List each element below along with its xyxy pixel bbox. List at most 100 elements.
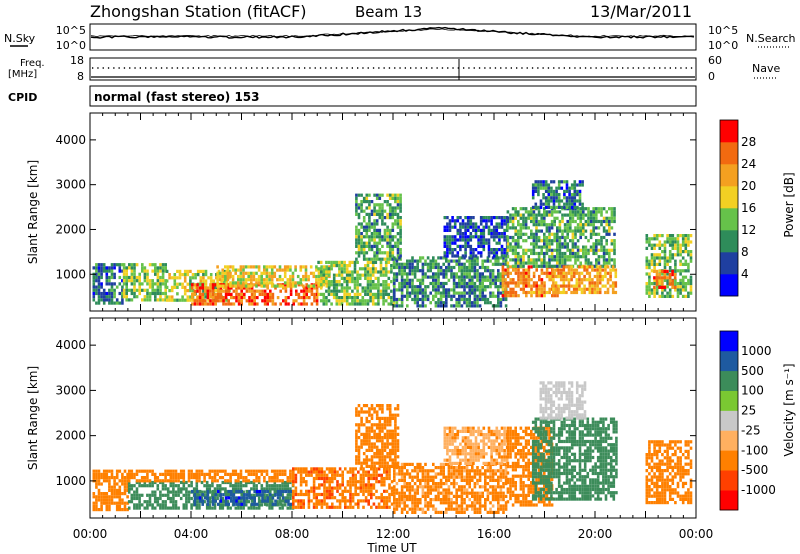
power-cell bbox=[676, 294, 680, 298]
velocity-cell bbox=[172, 472, 175, 476]
velocity-cell bbox=[381, 442, 384, 446]
power-cell bbox=[576, 216, 580, 220]
power-cell bbox=[495, 232, 499, 236]
velocity-cell bbox=[255, 479, 258, 483]
power-cell bbox=[261, 299, 264, 303]
power-cell bbox=[143, 269, 147, 273]
velocity-cell bbox=[187, 469, 191, 473]
power-cell bbox=[605, 261, 608, 265]
power-cell bbox=[540, 216, 543, 220]
velocity-cell bbox=[297, 470, 300, 474]
velocity-cell bbox=[196, 493, 199, 497]
power-cell bbox=[498, 238, 501, 242]
power-cell bbox=[671, 240, 675, 244]
power-cell bbox=[394, 222, 397, 226]
power-cell bbox=[514, 239, 517, 243]
velocity-cell bbox=[349, 470, 352, 474]
power-cell bbox=[495, 254, 499, 258]
velocity-cell bbox=[127, 506, 131, 510]
power-cell bbox=[459, 216, 462, 220]
power-cell bbox=[355, 238, 358, 242]
power-cell bbox=[648, 294, 651, 298]
power-cell bbox=[278, 265, 282, 269]
power-cell bbox=[282, 286, 285, 290]
velocity-cell bbox=[97, 495, 101, 499]
power-cell bbox=[497, 278, 500, 282]
velocity-cell bbox=[354, 476, 357, 481]
power-cell bbox=[159, 275, 162, 280]
power-cell bbox=[391, 209, 395, 213]
power-cell bbox=[366, 286, 370, 290]
power-cell bbox=[245, 289, 249, 293]
power-cell bbox=[574, 235, 577, 240]
power-cell bbox=[497, 294, 500, 298]
power-cell bbox=[146, 295, 149, 299]
power-cell bbox=[602, 235, 606, 240]
velocity-cell bbox=[195, 479, 199, 483]
power-cell bbox=[506, 248, 510, 252]
velocity-cell bbox=[190, 506, 193, 510]
power-cell bbox=[582, 213, 585, 217]
power-cell bbox=[317, 281, 321, 285]
power-cell bbox=[209, 289, 212, 293]
velocity-cell bbox=[100, 495, 103, 499]
power-cell bbox=[365, 257, 369, 261]
power-cell bbox=[327, 260, 331, 264]
power-cell bbox=[360, 235, 363, 239]
power-cell bbox=[446, 225, 449, 229]
power-cell bbox=[578, 281, 581, 285]
velocity-cell bbox=[244, 476, 248, 480]
power-cell bbox=[548, 255, 551, 259]
power-cell bbox=[537, 189, 540, 193]
power-cell bbox=[322, 265, 326, 269]
power-cell bbox=[198, 299, 202, 303]
velocity-cell bbox=[190, 496, 193, 501]
velocity-cell bbox=[359, 483, 363, 487]
power-cell bbox=[391, 238, 395, 242]
power-cell bbox=[278, 284, 282, 288]
velocity-cell bbox=[370, 461, 374, 465]
power-cell bbox=[105, 291, 109, 296]
velocity-cell bbox=[283, 480, 287, 485]
power-cell bbox=[542, 193, 545, 197]
power-cell bbox=[511, 223, 515, 227]
power-cell bbox=[366, 267, 370, 271]
velocity-cell bbox=[224, 480, 227, 485]
power-cell bbox=[221, 278, 224, 282]
power-cell bbox=[605, 251, 608, 256]
power-cell bbox=[164, 269, 167, 273]
power-cell bbox=[105, 269, 109, 273]
power-cell bbox=[270, 284, 274, 288]
power-cell bbox=[399, 200, 402, 204]
velocity-cell bbox=[153, 500, 157, 504]
power-cell bbox=[307, 274, 310, 279]
power-cell bbox=[388, 206, 392, 210]
power-cell bbox=[191, 292, 194, 296]
velocity-cell bbox=[281, 479, 284, 483]
power-cell bbox=[421, 288, 425, 292]
power-cell bbox=[595, 239, 598, 243]
power-cell bbox=[370, 209, 374, 213]
power-cell bbox=[554, 290, 558, 295]
power-cell bbox=[214, 296, 217, 300]
power-cell bbox=[374, 296, 378, 300]
power-cell bbox=[587, 207, 590, 211]
velocity-cell bbox=[357, 448, 361, 452]
power-cell bbox=[561, 232, 564, 236]
power-cell bbox=[442, 288, 445, 292]
power-cell bbox=[384, 260, 388, 264]
power-cell bbox=[366, 302, 370, 306]
velocity-cell bbox=[113, 501, 116, 505]
velocity-cell bbox=[216, 487, 219, 491]
velocity-cell bbox=[383, 423, 387, 427]
velocity-cell bbox=[394, 416, 397, 420]
velocity-cell bbox=[386, 439, 389, 443]
power-cell bbox=[650, 288, 654, 292]
power-cell bbox=[260, 274, 263, 279]
power-cell bbox=[374, 260, 378, 264]
power-cell bbox=[357, 235, 361, 239]
freq-tick-bottom-left: 8 bbox=[77, 70, 84, 83]
power-cell bbox=[602, 248, 606, 252]
velocity-cell bbox=[386, 442, 389, 446]
power-cell bbox=[525, 268, 528, 272]
